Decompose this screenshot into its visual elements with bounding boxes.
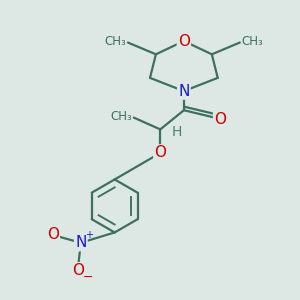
Text: CH₃: CH₃: [111, 110, 132, 123]
Text: N: N: [75, 235, 86, 250]
Text: −: −: [83, 271, 93, 284]
Text: O: O: [178, 34, 190, 49]
Text: +: +: [85, 230, 93, 239]
Text: CH₃: CH₃: [241, 34, 263, 48]
Text: O: O: [73, 263, 85, 278]
Text: CH₃: CH₃: [105, 34, 126, 48]
Text: H: H: [171, 125, 182, 139]
Text: O: O: [47, 227, 59, 242]
Text: N: N: [178, 84, 190, 99]
Text: O: O: [214, 112, 226, 127]
Text: O: O: [154, 146, 166, 160]
